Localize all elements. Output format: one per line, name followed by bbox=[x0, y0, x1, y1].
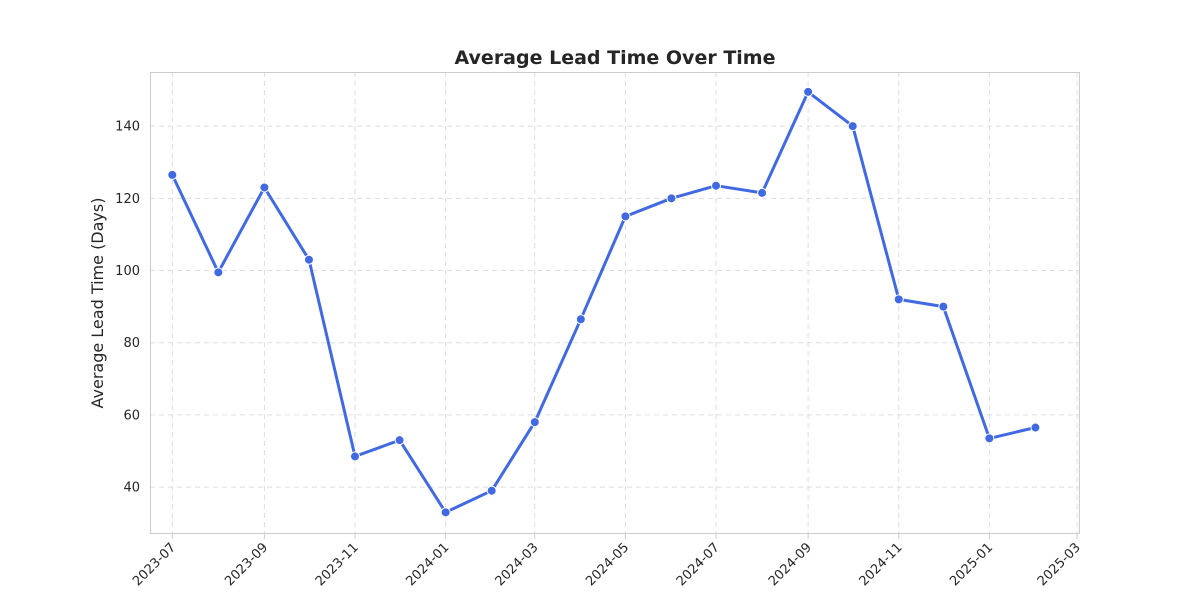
series-line bbox=[170, 90, 1037, 514]
y-axis-label: Average Lead Time (Days) bbox=[88, 198, 107, 409]
x-tick-label: 2023-11 bbox=[313, 540, 362, 589]
plot-frame bbox=[150, 72, 1080, 534]
data-point bbox=[529, 417, 540, 428]
data-point bbox=[303, 254, 314, 265]
data-point bbox=[394, 435, 405, 446]
y-tick-label: 140 bbox=[115, 120, 140, 135]
x-tick-label: 2025-01 bbox=[947, 540, 996, 589]
data-point bbox=[486, 485, 497, 496]
data-point bbox=[350, 451, 361, 462]
chart-title: Average Lead Time Over Time bbox=[455, 47, 776, 69]
x-tick-label: 2024-07 bbox=[674, 540, 723, 589]
data-point bbox=[984, 433, 995, 444]
data-point bbox=[803, 86, 814, 97]
x-tick-label: 2024-11 bbox=[857, 540, 906, 589]
x-tick-label: 2024-05 bbox=[583, 540, 632, 589]
data-point bbox=[440, 507, 451, 518]
x-tick-label: 2024-03 bbox=[493, 540, 542, 589]
data-point bbox=[575, 314, 586, 325]
data-point bbox=[847, 121, 858, 132]
x-tick-label: 2023-07 bbox=[130, 540, 179, 589]
data-point bbox=[620, 211, 631, 222]
x-tick-label: 2024-01 bbox=[403, 540, 452, 589]
grid bbox=[150, 72, 1080, 534]
y-tick-label: 40 bbox=[123, 481, 140, 496]
x-tick-label: 2024-09 bbox=[766, 540, 815, 589]
data-point bbox=[1030, 422, 1041, 433]
x-tick-label: 2023-09 bbox=[222, 540, 271, 589]
y-tick-label: 120 bbox=[115, 192, 140, 207]
data-point bbox=[213, 267, 224, 278]
data-point bbox=[938, 301, 949, 312]
y-tick-label: 60 bbox=[123, 408, 140, 423]
y-tick-label: 100 bbox=[115, 264, 140, 279]
data-point bbox=[666, 193, 677, 204]
data-point bbox=[757, 187, 768, 198]
series-average-lead-time bbox=[167, 86, 1041, 518]
data-point bbox=[893, 294, 904, 305]
data-point bbox=[711, 180, 722, 191]
y-tick-label: 80 bbox=[123, 336, 140, 351]
data-point bbox=[167, 169, 178, 180]
x-tick-label: 2025-03 bbox=[1035, 540, 1084, 589]
data-point bbox=[259, 182, 270, 193]
